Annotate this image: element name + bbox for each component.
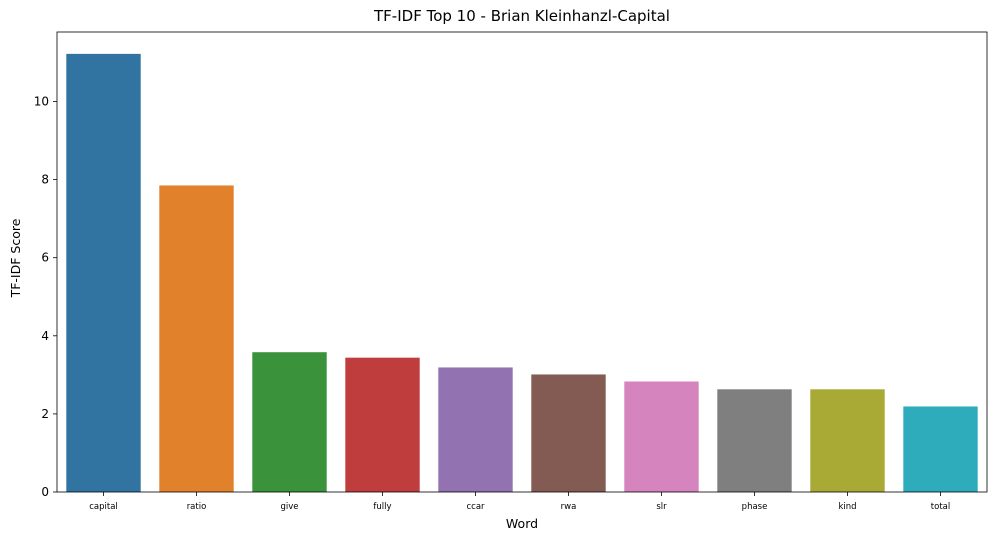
x-tick-label: ratio	[187, 502, 207, 512]
x-tick-label: fully	[373, 502, 391, 512]
y-tick-label: 0	[41, 485, 49, 499]
x-tick-label: slr	[656, 502, 667, 512]
bar-rwa	[531, 374, 606, 492]
chart-title: TF-IDF Top 10 - Brian Kleinhanzl-Capital	[373, 7, 670, 25]
y-tick-label: 4	[41, 329, 49, 343]
x-tick-label: rwa	[561, 502, 577, 512]
x-tick-label: total	[931, 502, 950, 512]
x-tick-label: capital	[89, 502, 118, 512]
y-axis-label: TF-IDF Score	[8, 218, 23, 298]
bar-ratio	[159, 185, 234, 492]
x-tick-label: kind	[838, 502, 856, 512]
x-axis-label: Word	[506, 516, 538, 531]
bars-layer	[66, 53, 978, 492]
plot-frame	[56, 31, 988, 493]
bar-capital	[66, 53, 141, 492]
bar-give	[252, 352, 327, 492]
y-tick-label: 6	[41, 251, 49, 265]
bar-total	[903, 406, 978, 492]
y-tick-label: 10	[34, 95, 49, 109]
x-axis: capital ratio give fully ccar rwa slr phase kind…	[89, 492, 950, 512]
bar-fully	[345, 357, 420, 492]
x-tick-label: ccar	[466, 502, 485, 512]
y-axis: 0 2 4 6 8 10	[34, 95, 57, 499]
bar-phase	[717, 389, 792, 492]
x-tick-label: phase	[742, 502, 768, 512]
x-tick-label: give	[280, 502, 298, 512]
bar-ccar	[438, 367, 513, 492]
bar-kind	[810, 389, 885, 492]
bar-slr	[624, 381, 699, 492]
y-tick-label: 2	[41, 407, 49, 421]
y-tick-label: 8	[41, 173, 49, 187]
